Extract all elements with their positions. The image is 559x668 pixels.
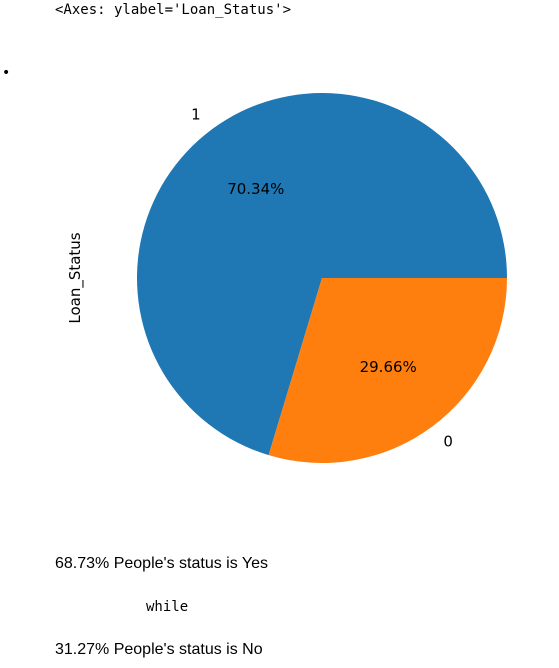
pie-chart: 1 70.34% 0 29.66% Loan_Status — [66, 93, 508, 464]
slice-pct-label-0: 29.66% — [360, 358, 417, 376]
slice-pct-label-1: 70.34% — [227, 180, 284, 198]
bullet-marker: • — [2, 65, 11, 81]
y-axis-label: Loan_Status — [66, 232, 85, 323]
pie-slice-1 — [137, 93, 508, 456]
pie-slices — [137, 93, 508, 464]
pie-labels: 1 70.34% 0 29.66% — [191, 106, 453, 451]
pie-slice-0 — [268, 278, 507, 464]
while-text: while — [146, 599, 189, 615]
axes-repr-output: <Axes: ylabel='Loan_Status'> — [55, 2, 292, 18]
slice-category-label-0: 0 — [443, 432, 453, 450]
status-no-text: 31.27% People's status is No — [55, 641, 263, 658]
status-yes-text: 68.73% People's status is Yes — [55, 555, 268, 572]
slice-category-label-1: 1 — [191, 106, 201, 124]
